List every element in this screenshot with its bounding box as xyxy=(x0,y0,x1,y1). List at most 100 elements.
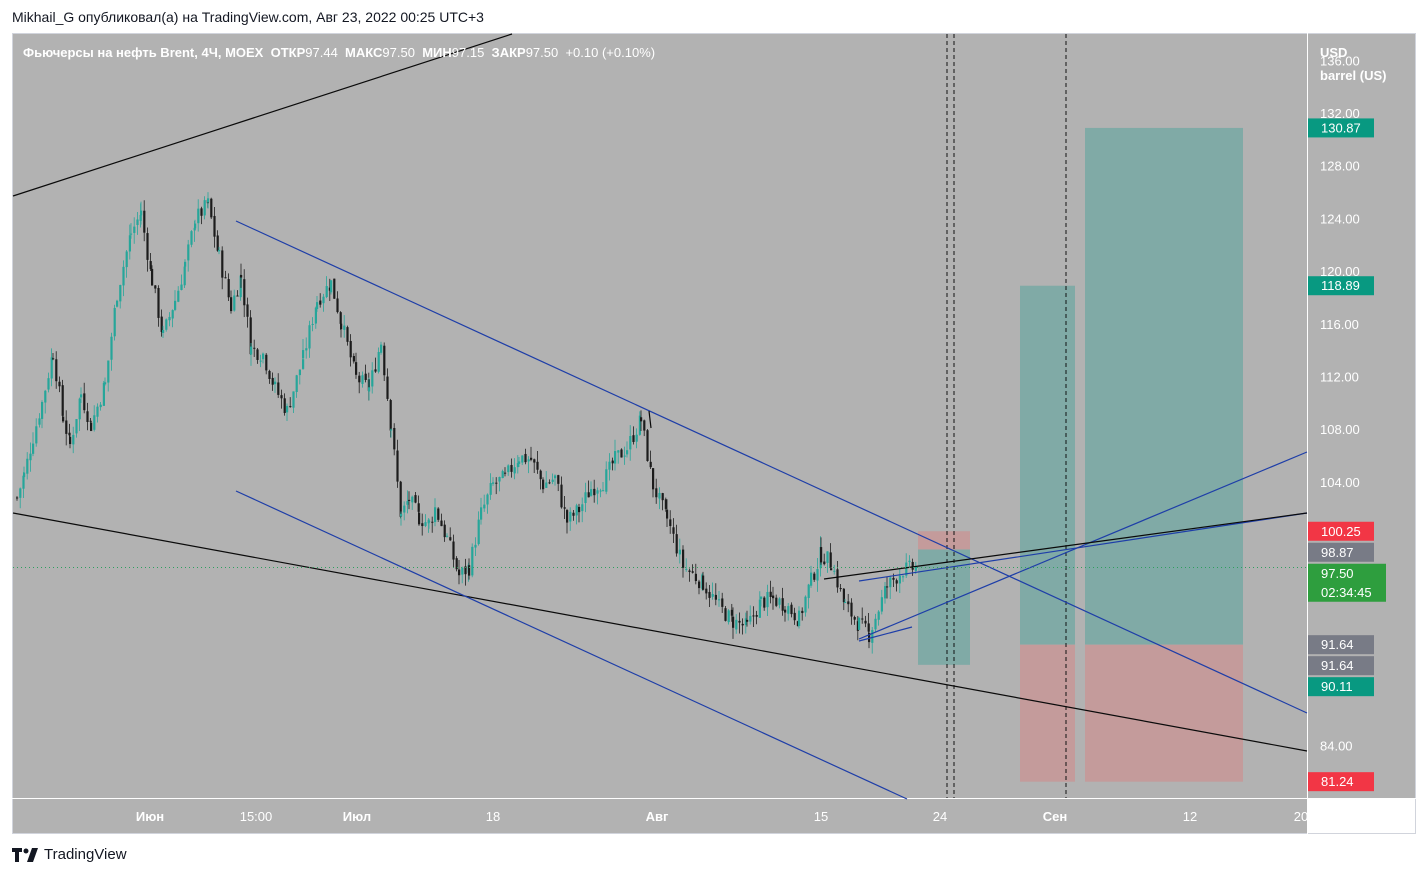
candle[interactable] xyxy=(778,597,781,609)
candle[interactable] xyxy=(816,557,819,592)
candle[interactable] xyxy=(581,497,584,523)
candle[interactable] xyxy=(874,613,877,633)
candle[interactable] xyxy=(675,524,678,557)
price-badge[interactable]: 91.64 xyxy=(1308,635,1374,655)
candle[interactable] xyxy=(411,495,414,510)
candle[interactable] xyxy=(336,291,339,314)
candle[interactable] xyxy=(766,584,769,616)
candle[interactable] xyxy=(262,352,265,364)
candle[interactable] xyxy=(236,290,239,297)
candle[interactable] xyxy=(611,457,614,471)
candle[interactable] xyxy=(477,511,480,546)
candle[interactable] xyxy=(41,400,44,429)
candle[interactable] xyxy=(652,468,655,498)
candle[interactable] xyxy=(551,473,554,485)
long-term-lower-trendline[interactable] xyxy=(12,512,1308,752)
candle[interactable] xyxy=(75,419,78,438)
candle[interactable] xyxy=(216,230,219,252)
candle[interactable] xyxy=(52,352,55,361)
candle[interactable] xyxy=(136,211,139,235)
candle[interactable] xyxy=(349,334,352,367)
instrument-title[interactable]: Фьючерсы на нефть Brent, 4Ч, MOEX xyxy=(23,45,264,60)
candle[interactable] xyxy=(858,616,861,631)
candle[interactable] xyxy=(104,377,107,386)
candle[interactable] xyxy=(253,339,256,357)
candle[interactable] xyxy=(871,627,874,654)
candle[interactable] xyxy=(763,596,766,611)
candle[interactable] xyxy=(449,527,452,542)
candle[interactable] xyxy=(563,496,566,520)
candle[interactable] xyxy=(50,348,53,387)
candle[interactable] xyxy=(194,219,197,231)
candle[interactable] xyxy=(884,581,887,604)
candle[interactable] xyxy=(180,274,183,291)
candle[interactable] xyxy=(174,290,177,312)
candle[interactable] xyxy=(446,533,449,538)
candle[interactable] xyxy=(810,565,813,588)
candle[interactable] xyxy=(197,199,200,232)
candle[interactable] xyxy=(333,278,336,299)
candle[interactable] xyxy=(557,474,560,492)
candle[interactable] xyxy=(864,615,867,628)
candle[interactable] xyxy=(286,403,289,421)
candle[interactable] xyxy=(474,537,477,556)
candle[interactable] xyxy=(698,579,701,595)
candle[interactable] xyxy=(102,380,105,406)
candle[interactable] xyxy=(498,476,501,492)
candle[interactable] xyxy=(669,510,672,534)
price-badge[interactable]: 118.89 xyxy=(1308,276,1374,296)
candle[interactable] xyxy=(271,372,274,391)
candle[interactable] xyxy=(590,481,593,497)
candle[interactable] xyxy=(364,364,367,383)
candle[interactable] xyxy=(322,293,325,312)
candle[interactable] xyxy=(741,618,744,635)
candle[interactable] xyxy=(29,442,32,472)
candle[interactable] xyxy=(539,469,542,490)
wedge-resistance-line[interactable] xyxy=(823,512,1308,580)
candle[interactable] xyxy=(781,587,784,616)
candle[interactable] xyxy=(65,410,68,446)
candle[interactable] xyxy=(545,471,548,488)
candle[interactable] xyxy=(643,419,646,437)
candle[interactable] xyxy=(584,482,587,513)
candle[interactable] xyxy=(368,377,371,401)
candle[interactable] xyxy=(787,603,790,621)
price-badge[interactable]: 91.64 xyxy=(1308,656,1374,676)
candle[interactable] xyxy=(861,607,864,624)
candle[interactable] xyxy=(171,309,174,328)
candle[interactable] xyxy=(187,239,190,272)
candle[interactable] xyxy=(162,325,165,338)
candle[interactable] xyxy=(69,433,72,449)
candle[interactable] xyxy=(210,197,213,220)
candle[interactable] xyxy=(727,609,730,625)
candle[interactable] xyxy=(626,441,629,458)
candle[interactable] xyxy=(343,315,346,338)
candle[interactable] xyxy=(224,270,227,279)
position-profit-zone[interactable] xyxy=(918,549,970,665)
candle[interactable] xyxy=(629,425,632,461)
candle[interactable] xyxy=(830,557,833,571)
candle[interactable] xyxy=(566,508,569,534)
candle[interactable] xyxy=(844,598,847,604)
candle[interactable] xyxy=(230,290,233,314)
candle[interactable] xyxy=(889,575,892,599)
candle[interactable] xyxy=(268,369,271,384)
candle[interactable] xyxy=(246,297,249,328)
candle[interactable] xyxy=(184,259,187,275)
candle[interactable] xyxy=(536,450,539,474)
candle[interactable] xyxy=(390,428,393,438)
candle[interactable] xyxy=(177,286,180,303)
candle[interactable] xyxy=(856,616,859,641)
candle[interactable] xyxy=(330,280,333,295)
price-badge[interactable]: 100.25 xyxy=(1308,521,1374,541)
long-term-upper-trendline[interactable] xyxy=(12,33,513,197)
candle[interactable] xyxy=(793,607,796,625)
candle[interactable] xyxy=(732,607,735,639)
candle[interactable] xyxy=(96,403,99,423)
candle[interactable] xyxy=(311,317,314,332)
candle[interactable] xyxy=(455,556,458,572)
candle[interactable] xyxy=(718,591,721,607)
candle[interactable] xyxy=(847,593,850,613)
candle[interactable] xyxy=(207,192,210,209)
candle[interactable] xyxy=(480,497,483,525)
